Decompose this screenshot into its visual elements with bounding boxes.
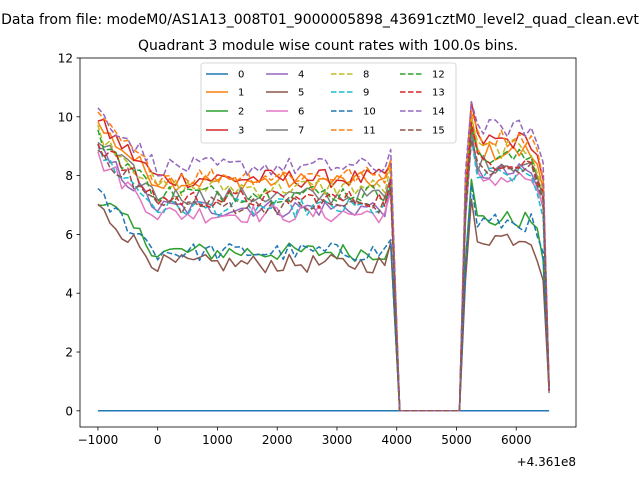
series-line-10 — [97, 183, 550, 412]
series-line-6 — [97, 137, 550, 412]
plot-area — [79, 57, 577, 428]
legend-label-7: 7 — [298, 126, 304, 137]
series-line-9 — [97, 137, 550, 412]
x-tick-label: 3000 — [322, 433, 353, 447]
legend-label-2: 2 — [238, 107, 244, 118]
series-line-4 — [97, 131, 550, 412]
y-tick-label: 0 — [65, 404, 73, 418]
y-axis: 0 2 4 6 8 10 12 — [58, 52, 80, 418]
legend-label-6: 6 — [298, 107, 304, 118]
series-line-15 — [97, 139, 550, 412]
x-tick-label: 6000 — [501, 433, 532, 447]
y-tick-label: 2 — [65, 346, 73, 360]
x-tick-label: −1000 — [78, 433, 119, 447]
axes-frame — [79, 57, 577, 428]
x-tick-label: 5000 — [441, 433, 472, 447]
chart-title: Quadrant 3 module wise count rates with … — [138, 38, 518, 54]
legend-box — [200, 62, 457, 144]
series-line-5 — [97, 198, 550, 412]
x-tick-label: 2000 — [262, 433, 293, 447]
legend-label-1: 1 — [238, 88, 244, 99]
legend-label-12: 12 — [432, 70, 445, 81]
y-tick-label: 10 — [58, 110, 73, 124]
series-line-8 — [97, 117, 550, 412]
y-tick-label: 8 — [65, 169, 73, 183]
legend-label-3: 3 — [238, 126, 244, 137]
legend-label-10: 10 — [363, 107, 376, 118]
x-tick-label: 4000 — [381, 433, 412, 447]
legend-label-0: 0 — [238, 70, 244, 81]
figure-suptitle: Data from file: modeM0/AS1A13_008T01_900… — [1, 12, 639, 28]
y-tick-label: 12 — [58, 52, 73, 66]
x-tick-label: 1000 — [202, 433, 233, 447]
series-line-11 — [97, 110, 550, 412]
legend-label-11: 11 — [363, 126, 376, 137]
legend-label-9: 9 — [363, 88, 369, 99]
legend-label-8: 8 — [363, 70, 369, 81]
series-line-14 — [97, 101, 550, 412]
y-tick-label: 6 — [65, 228, 73, 242]
legend-label-5: 5 — [298, 88, 304, 99]
legend-label-14: 14 — [432, 107, 445, 118]
x-axis: −1000 0 1000 2000 3000 4000 5000 6000 — [78, 427, 532, 447]
x-axis-offset-label: +4.361e8 — [517, 455, 576, 469]
y-tick-label: 4 — [65, 287, 73, 301]
series-line-13 — [97, 121, 550, 412]
legend-label-13: 13 — [432, 88, 445, 99]
legend-label-15: 15 — [432, 126, 445, 137]
legend-label-4: 4 — [298, 70, 304, 81]
x-tick-label: 0 — [154, 433, 162, 447]
